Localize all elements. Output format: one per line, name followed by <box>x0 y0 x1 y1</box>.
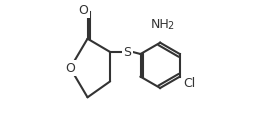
Text: O: O <box>65 61 75 75</box>
Text: Cl: Cl <box>183 77 195 90</box>
Text: S: S <box>123 46 131 58</box>
Text: NH: NH <box>150 18 169 31</box>
Text: 2: 2 <box>167 21 173 31</box>
Text: O: O <box>78 4 88 17</box>
